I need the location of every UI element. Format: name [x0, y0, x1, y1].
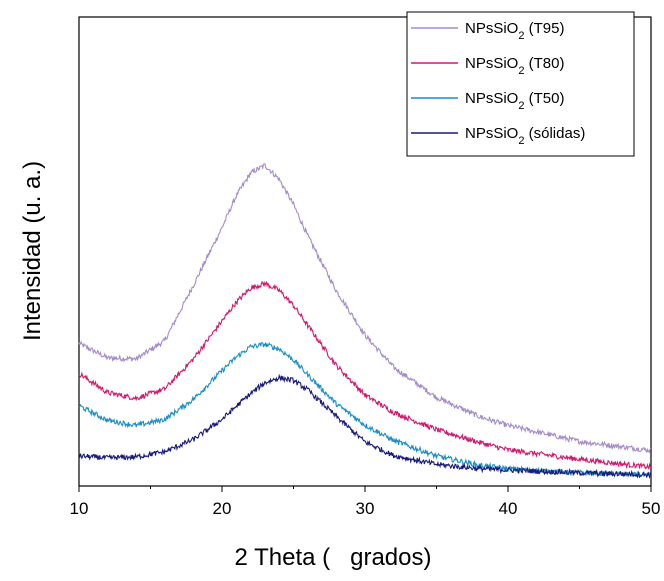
series-line [78, 373, 652, 480]
legend-label: NPsSiO2 (T50) [465, 90, 564, 112]
legend-label: NPsSiO2 (T80) [465, 55, 564, 77]
x-tick-label: 10 [70, 499, 89, 518]
legend: NPsSiO2 (T95) NPsSiO2 (T80) NPsSiO2 (T50) N… [406, 11, 635, 157]
x-tick-label: 50 [642, 499, 661, 518]
legend-label: NPsSiO2 (T95) [465, 20, 564, 42]
series-line [78, 341, 652, 478]
legend-label: NPsSiO2 (sólidas) [465, 125, 585, 147]
y-axis-title: Intensidad (u. a.) [19, 161, 46, 341]
x-tick-label: 20 [213, 499, 232, 518]
series-line [78, 280, 652, 471]
series-layer [78, 163, 652, 480]
series-line [78, 163, 652, 454]
x-tick-label: 40 [499, 499, 518, 518]
legend-box [406, 11, 635, 157]
x-axis: 10 20 30 40 50 [70, 486, 661, 518]
x-tick-label: 30 [356, 499, 375, 518]
x-axis-title: 2 Theta ( grados) [235, 544, 432, 571]
